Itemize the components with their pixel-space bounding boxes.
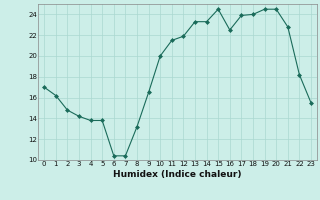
X-axis label: Humidex (Indice chaleur): Humidex (Indice chaleur) — [113, 170, 242, 179]
